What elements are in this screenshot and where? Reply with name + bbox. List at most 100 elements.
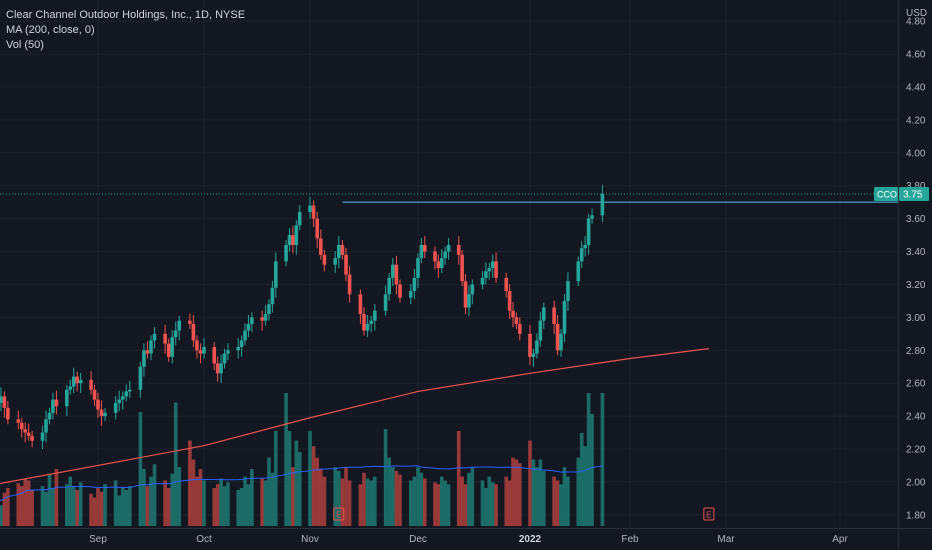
volume-bar (480, 480, 485, 526)
candle (236, 338, 240, 359)
candle (243, 323, 247, 346)
candle-body (535, 340, 539, 354)
candle (30, 430, 34, 448)
price-tick-label: 2.20 (906, 445, 926, 456)
candle-body (291, 235, 295, 245)
candle (250, 312, 254, 333)
candle-body (40, 432, 45, 441)
candle (484, 262, 488, 285)
volume-bar (173, 402, 178, 526)
candle-body (446, 244, 451, 252)
candle-body (243, 330, 247, 341)
candle (128, 380, 132, 398)
candle (394, 255, 399, 295)
volume-bar (315, 457, 319, 526)
candle-body (287, 235, 292, 245)
candle-body (2, 396, 7, 408)
candle-body (274, 261, 278, 288)
candle (2, 391, 7, 418)
candle-body (480, 277, 485, 285)
volume-bar (456, 431, 461, 526)
candle-body (433, 251, 437, 262)
volume-bar (576, 457, 581, 526)
volume-bar (138, 412, 143, 526)
candle (383, 285, 388, 316)
candle-body (443, 251, 447, 259)
price-tick-label: 3.20 (906, 280, 926, 291)
candle (460, 249, 464, 287)
candle (263, 305, 268, 326)
candle-body (177, 320, 182, 331)
candle (358, 289, 363, 324)
candle-body (44, 419, 48, 433)
price-tick-label: 4.40 (906, 82, 926, 93)
candle (166, 338, 171, 362)
volume-bar (555, 480, 560, 526)
candle-body (103, 412, 107, 417)
price-tick-label: 3.40 (906, 247, 926, 258)
candle-body (319, 238, 323, 255)
candle (188, 313, 192, 329)
candle-body (487, 268, 492, 272)
candle-body (236, 346, 240, 351)
candle (439, 249, 444, 273)
candle (222, 348, 227, 369)
volume-bar (294, 440, 299, 526)
volume-bar (562, 467, 567, 526)
candle-body (394, 264, 399, 285)
volume-bar (333, 467, 337, 526)
candle (566, 272, 570, 311)
candle-body (456, 244, 461, 255)
candle-body (202, 346, 206, 354)
time-tick-label: Oct (196, 534, 212, 545)
candle-body (383, 294, 388, 311)
candle-body (484, 271, 488, 278)
candle (96, 392, 100, 418)
candle (124, 384, 129, 402)
volume-bar (422, 478, 427, 526)
volume-bar (494, 484, 498, 526)
chart-legend: Clear Channel Outdoor Holdings, Inc., 1D… (6, 8, 245, 53)
candle-body (322, 254, 327, 265)
time-tick-label: Sep (89, 534, 107, 545)
volume-bar (287, 431, 292, 526)
candle-body (138, 366, 143, 390)
candle (142, 343, 146, 377)
volume-bar (149, 476, 153, 526)
candle (51, 392, 55, 420)
volume-bar (531, 459, 536, 526)
candle-body (120, 396, 125, 400)
candle (535, 333, 539, 359)
price-tick-label: 4.00 (906, 148, 926, 159)
volume-bar (0, 505, 3, 526)
volume-bar (398, 474, 402, 526)
candle-body (142, 350, 146, 367)
candle-body (124, 391, 129, 397)
candle-body (436, 261, 441, 268)
volume-bar (274, 431, 278, 526)
volume-bar (243, 476, 247, 526)
time-tick-label: Apr (832, 534, 848, 545)
candle-body (362, 314, 366, 331)
candle-body (531, 353, 536, 357)
candle-body (0, 396, 3, 403)
candle-body (267, 304, 271, 315)
candle-body (398, 284, 402, 298)
candle-body (333, 258, 337, 265)
time-tick-label: Nov (301, 534, 319, 545)
volume-bar (373, 476, 377, 526)
candle-body (99, 409, 104, 417)
candle-body (68, 386, 73, 390)
volume-bar (394, 470, 399, 526)
volume-bar (99, 491, 104, 526)
candle-body (92, 389, 97, 400)
candle (152, 326, 157, 349)
volume-bar (113, 480, 118, 526)
candle (294, 220, 299, 255)
volume-bar (202, 480, 206, 526)
volume-bar (586, 393, 591, 526)
earnings-marker (333, 507, 345, 521)
candle (333, 251, 337, 273)
candle-body (541, 307, 546, 321)
